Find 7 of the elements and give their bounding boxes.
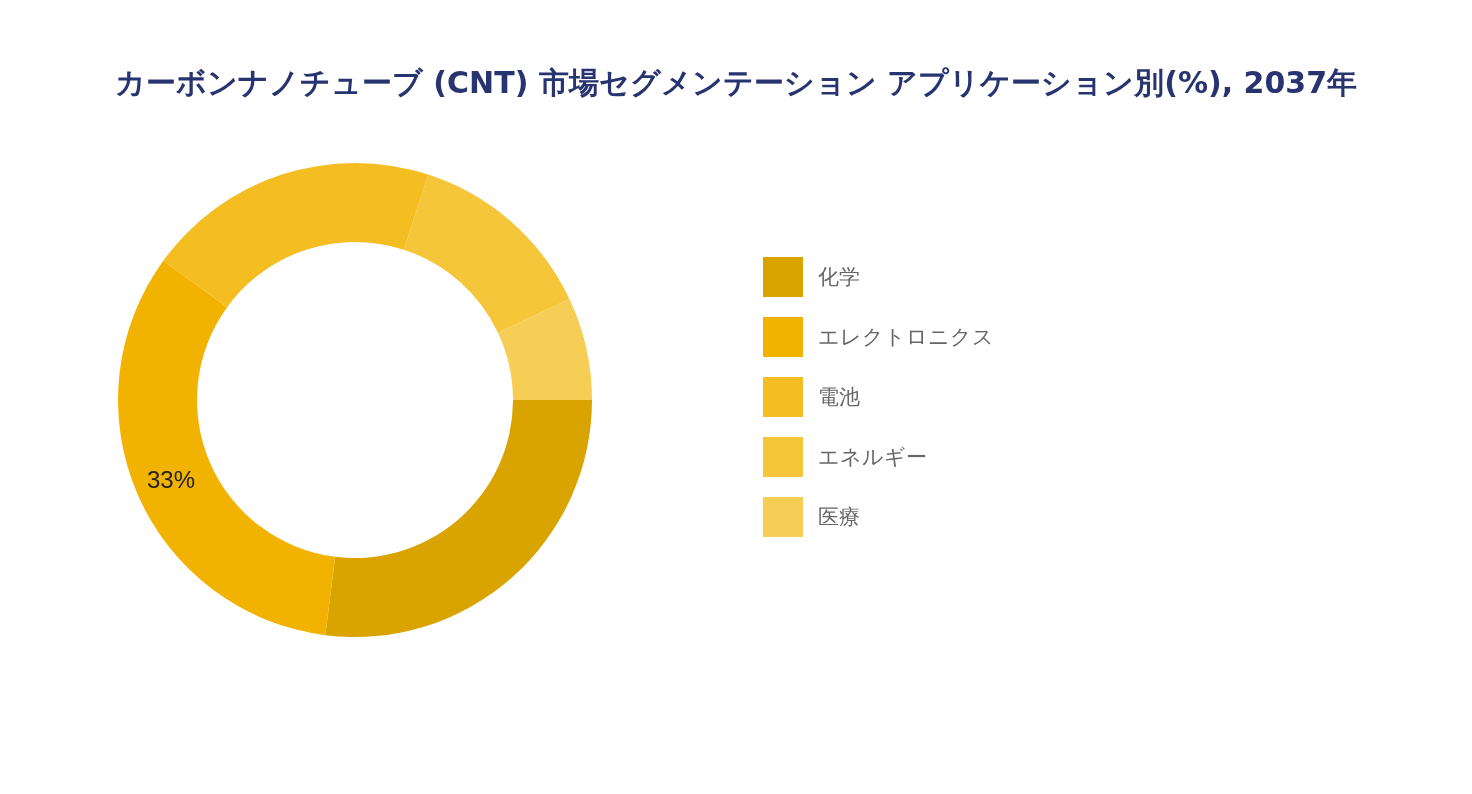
- legend-label: エネルギー: [818, 445, 927, 469]
- legend-label: 電池: [818, 385, 860, 409]
- legend-label: 化学: [818, 265, 860, 289]
- legend-label: エレクトロニクス: [818, 325, 994, 349]
- data-label: 33%: [146, 466, 196, 494]
- chart-title: カーボンナノチューブ (CNT) 市場セグメンテーション アプリケーション別(%), 2037年: [114, 64, 1358, 100]
- legend-label: 医療: [818, 505, 860, 529]
